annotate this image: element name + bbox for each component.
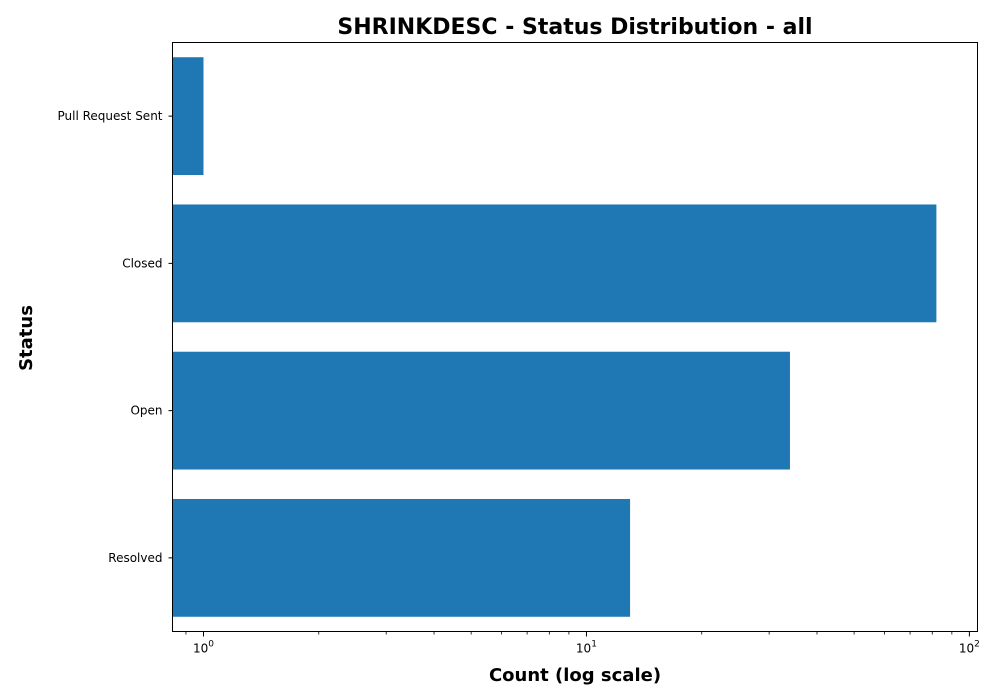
bar-closed — [172, 204, 937, 323]
y-tick-label: Closed — [122, 256, 162, 270]
chart-title: SHRINKDESC - Status Distribution - all — [337, 15, 812, 40]
ticks-group: Pull Request Sent Closed Open Resolved 100 10… — [58, 109, 980, 655]
bar-resolved — [172, 498, 631, 617]
x-tick-label: 101 — [576, 640, 597, 656]
y-tick-label: Open — [130, 404, 162, 418]
y-axis-title: Status — [16, 305, 37, 371]
y-tick-label: Resolved — [108, 551, 162, 565]
plot-frame — [172, 42, 978, 632]
x-tick-label: 100 — [193, 640, 214, 656]
bars-group — [172, 57, 937, 617]
bar-open — [172, 351, 790, 470]
x-tick-label: 102 — [959, 640, 980, 656]
y-tick-label: Pull Request Sent — [58, 109, 163, 123]
x-axis-title: Count (log scale) — [489, 665, 661, 686]
bar-pull-request-sent — [172, 57, 204, 176]
